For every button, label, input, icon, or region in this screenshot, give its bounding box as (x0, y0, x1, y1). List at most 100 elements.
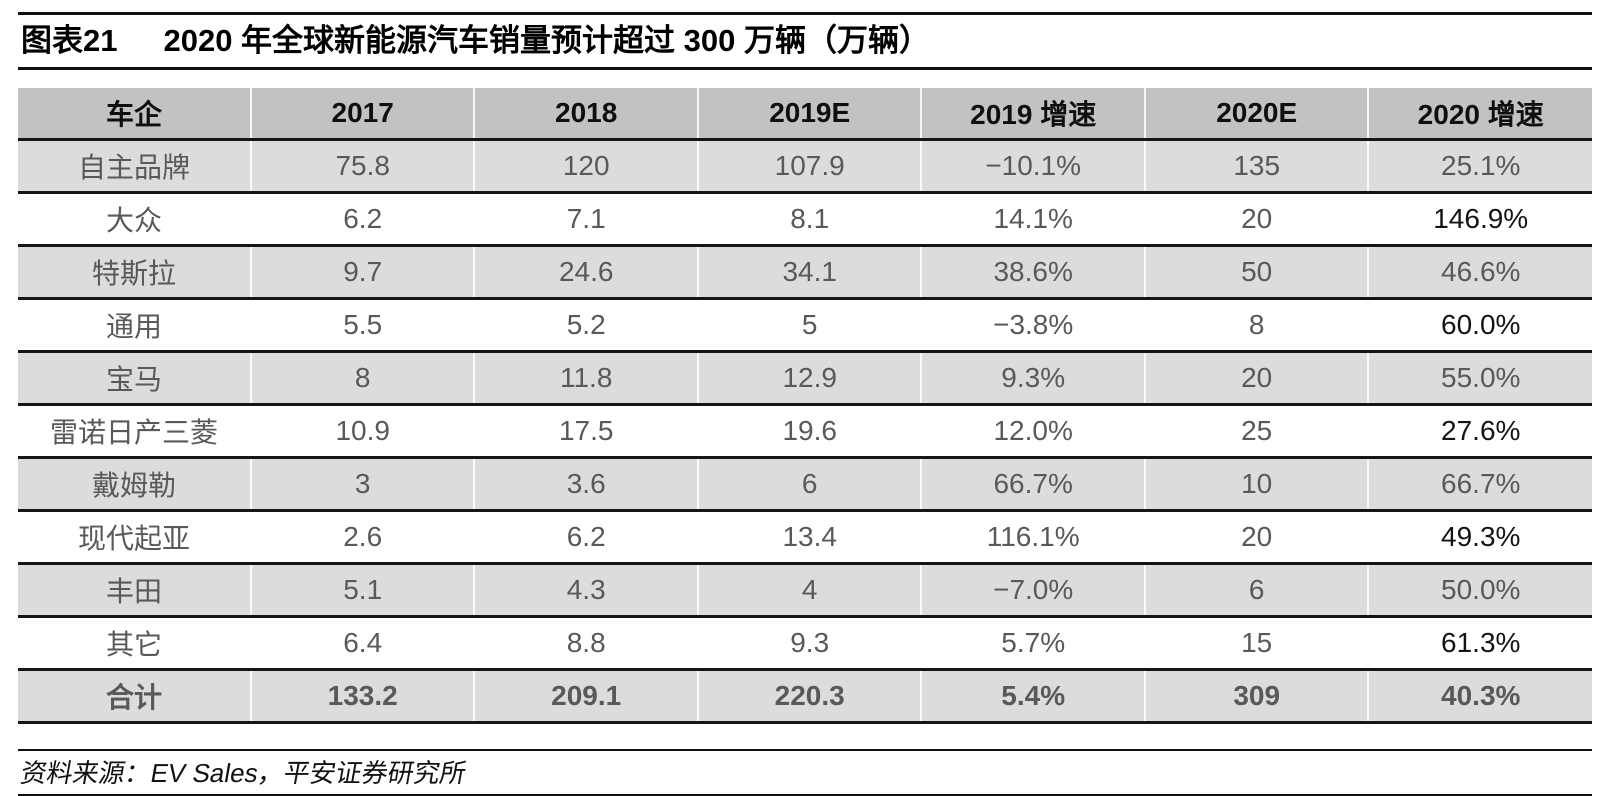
cell-value: 5.2 (473, 297, 698, 352)
figure-title-row: 图表21 2020 年全球新能源汽车销量预计超过 300 万辆（万辆） (18, 15, 1592, 67)
cell-value: 5 (696, 297, 922, 352)
cell-value: 19.6 (696, 403, 922, 458)
ev-sales-table: 车企 2017 2018 2019E 2019 增速 2020E 2020 增速… (18, 88, 1592, 724)
table-body: 自主品牌 75.8 120 107.9 −10.1% 135 25.1% 大众 6.2 7.… (18, 138, 1592, 724)
cell-value: 5.7% (920, 615, 1145, 670)
cell-value: 50 (1143, 244, 1369, 299)
table-row: 其它 6.4 8.8 9.3 5.7% 15 61.3% (18, 615, 1592, 670)
cell-value: 40.3% (1367, 668, 1592, 724)
table-row: 大众 6.2 7.1 8.1 14.1% 20 146.9% (18, 191, 1592, 246)
column-header: 2019 增速 (920, 88, 1145, 140)
table-row: 现代起亚 2.6 6.2 13.4 116.1% 20 49.3% (18, 509, 1592, 564)
cell-manufacturer: 其它 (18, 615, 251, 670)
source-divider-top (18, 749, 1592, 751)
table-row: 自主品牌 75.8 120 107.9 −10.1% 135 25.1% (18, 138, 1592, 193)
cell-value: 38.6% (920, 244, 1145, 299)
table-row: 雷诺日产三菱 10.9 17.5 19.6 12.0% 25 27.6% (18, 403, 1592, 458)
cell-manufacturer: 宝马 (18, 350, 251, 405)
cell-value: 4.3 (473, 562, 698, 617)
cell-value: 9.3 (696, 615, 922, 670)
column-header: 2020E (1143, 88, 1369, 140)
cell-value: 5.1 (249, 562, 475, 617)
cell-manufacturer: 现代起亚 (18, 509, 251, 564)
cell-value: 133.2 (249, 668, 475, 724)
cell-value: 11.8 (473, 350, 698, 405)
cell-value: 10.9 (249, 403, 475, 458)
figure-label: 图表21 (21, 23, 118, 58)
cell-value: 17.5 (473, 403, 698, 458)
cell-value: 9.3% (920, 350, 1145, 405)
cell-value: 8 (249, 350, 475, 405)
cell-value: 10 (1143, 456, 1369, 511)
cell-value: 27.6% (1367, 403, 1592, 458)
cell-value: 55.0% (1367, 350, 1592, 405)
cell-manufacturer: 戴姆勒 (18, 456, 251, 511)
column-header: 2019E (696, 88, 922, 140)
table-row: 合计 133.2 209.1 220.3 5.4% 309 40.3% (18, 668, 1592, 724)
report-figure: 图表21 2020 年全球新能源汽车销量预计超过 300 万辆（万辆） 车企 20… (0, 12, 1610, 796)
cell-value: 7.1 (473, 191, 698, 246)
cell-value: 3.6 (473, 456, 698, 511)
cell-value: 6 (1143, 562, 1369, 617)
cell-value: 146.9% (1367, 191, 1592, 246)
source-text: 资料来源：EV Sales，平安证券研究所 (18, 758, 469, 788)
column-header: 2018 (473, 88, 698, 140)
cell-value: −10.1% (920, 138, 1145, 193)
column-header: 2020 增速 (1367, 88, 1592, 140)
cell-value: 15 (1143, 615, 1369, 670)
cell-value: 24.6 (473, 244, 698, 299)
cell-value: 50.0% (1367, 562, 1592, 617)
cell-manufacturer: 合计 (18, 668, 251, 724)
column-header: 车企 (18, 88, 251, 140)
cell-value: 46.6% (1367, 244, 1592, 299)
cell-value: 49.3% (1367, 509, 1592, 564)
table-row: 宝马 8 11.8 12.9 9.3% 20 55.0% (18, 350, 1592, 405)
cell-value: 107.9 (696, 138, 922, 193)
cell-value: 20 (1143, 191, 1369, 246)
cell-value: 66.7% (1367, 456, 1592, 511)
cell-manufacturer: 丰田 (18, 562, 251, 617)
column-header: 2017 (249, 88, 475, 140)
cell-value: 61.3% (1367, 615, 1592, 670)
cell-manufacturer: 大众 (18, 191, 251, 246)
cell-value: 4 (696, 562, 922, 617)
table-row: 戴姆勒 3 3.6 6 66.7% 10 66.7% (18, 456, 1592, 511)
cell-value: 20 (1143, 509, 1369, 564)
cell-value: 220.3 (696, 668, 922, 724)
cell-manufacturer: 自主品牌 (18, 138, 251, 193)
header-row: 车企 2017 2018 2019E 2019 增速 2020E 2020 增速 (18, 88, 1592, 140)
cell-value: 6.2 (249, 191, 475, 246)
table-row: 通用 5.5 5.2 5 −3.8% 8 60.0% (18, 297, 1592, 352)
top-divider (18, 12, 1592, 15)
cell-manufacturer: 特斯拉 (18, 244, 251, 299)
title-divider (18, 67, 1592, 70)
cell-value: 8.8 (473, 615, 698, 670)
cell-value: 66.7% (920, 456, 1145, 511)
cell-value: 34.1 (696, 244, 922, 299)
cell-value: 13.4 (696, 509, 922, 564)
cell-value: 120 (473, 138, 698, 193)
cell-value: −7.0% (920, 562, 1145, 617)
cell-value: 5.4% (920, 668, 1145, 724)
cell-value: 60.0% (1367, 297, 1592, 352)
cell-value: 12.9 (696, 350, 922, 405)
source-note: 资料来源：EV Sales，平安证券研究所 (18, 751, 1592, 794)
cell-manufacturer: 雷诺日产三菱 (18, 403, 251, 458)
cell-value: 2.6 (249, 509, 475, 564)
cell-manufacturer: 通用 (18, 297, 251, 352)
cell-value: 6.2 (473, 509, 698, 564)
cell-value: 135 (1143, 138, 1369, 193)
table-row: 丰田 5.1 4.3 4 −7.0% 6 50.0% (18, 562, 1592, 617)
cell-value: 12.0% (920, 403, 1145, 458)
cell-value: 25 (1143, 403, 1369, 458)
cell-value: 3 (249, 456, 475, 511)
cell-value: 75.8 (249, 138, 475, 193)
cell-value: 5.5 (249, 297, 475, 352)
cell-value: 309 (1143, 668, 1369, 724)
cell-value: 20 (1143, 350, 1369, 405)
table-row: 特斯拉 9.7 24.6 34.1 38.6% 50 46.6% (18, 244, 1592, 299)
cell-value: 116.1% (920, 509, 1145, 564)
cell-value: 8 (1143, 297, 1369, 352)
cell-value: 6.4 (249, 615, 475, 670)
cell-value: 14.1% (920, 191, 1145, 246)
